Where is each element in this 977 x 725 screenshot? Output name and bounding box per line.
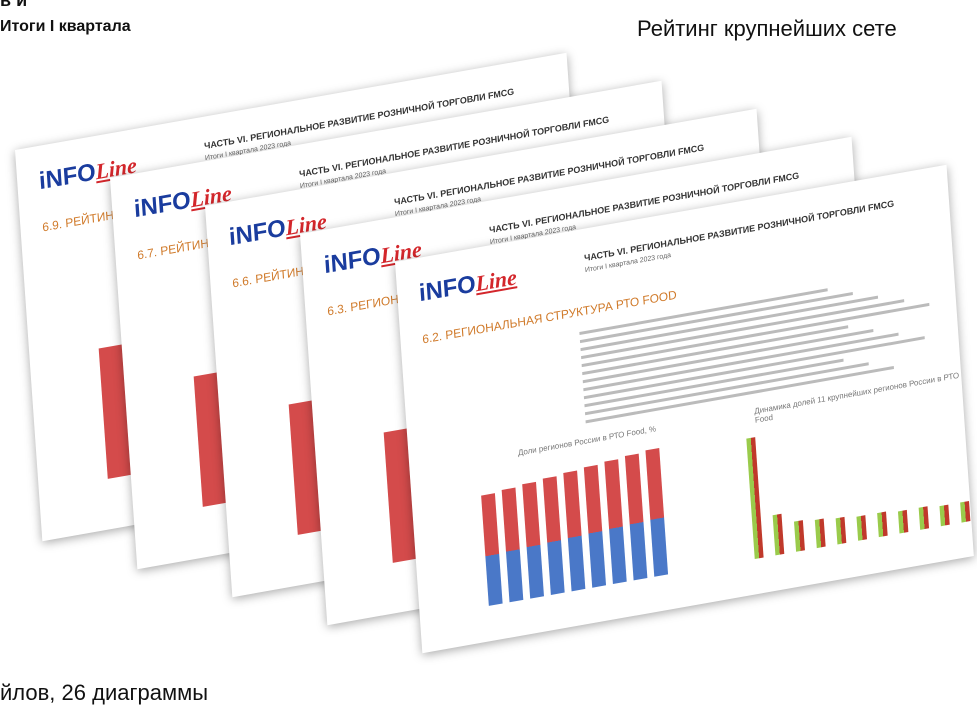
section-title: 6.9. РЕЙТИН (41, 207, 115, 235)
section-title: 6.7. РЕЙТИН (136, 235, 210, 263)
left-fragment: в и (0, 0, 28, 10)
bar (814, 518, 826, 549)
bar (877, 511, 888, 538)
section-title: 6.6. РЕЙТИН (231, 263, 305, 291)
left-title: Итоги I квартала (0, 18, 131, 35)
bar (960, 500, 971, 523)
bar (793, 520, 805, 552)
bar (542, 476, 565, 595)
bar (645, 447, 669, 577)
bar (501, 487, 524, 603)
bar (624, 453, 648, 581)
bar (563, 470, 586, 592)
bar (835, 516, 847, 545)
bar (772, 513, 785, 556)
right-title: Рейтинг крупнейших сете (637, 16, 897, 41)
bar (481, 493, 503, 606)
logo: iNFOLine (418, 264, 518, 308)
bar (918, 506, 930, 530)
bar (604, 459, 627, 585)
bottom-fragment: йлов, 26 диаграммы (0, 680, 209, 705)
bar (746, 437, 764, 560)
bar (583, 464, 607, 588)
bar (897, 509, 909, 534)
logo-script: Line (474, 264, 518, 297)
bar (939, 504, 950, 527)
bar-chart (480, 444, 669, 606)
bar (522, 481, 544, 599)
bar (856, 515, 868, 541)
